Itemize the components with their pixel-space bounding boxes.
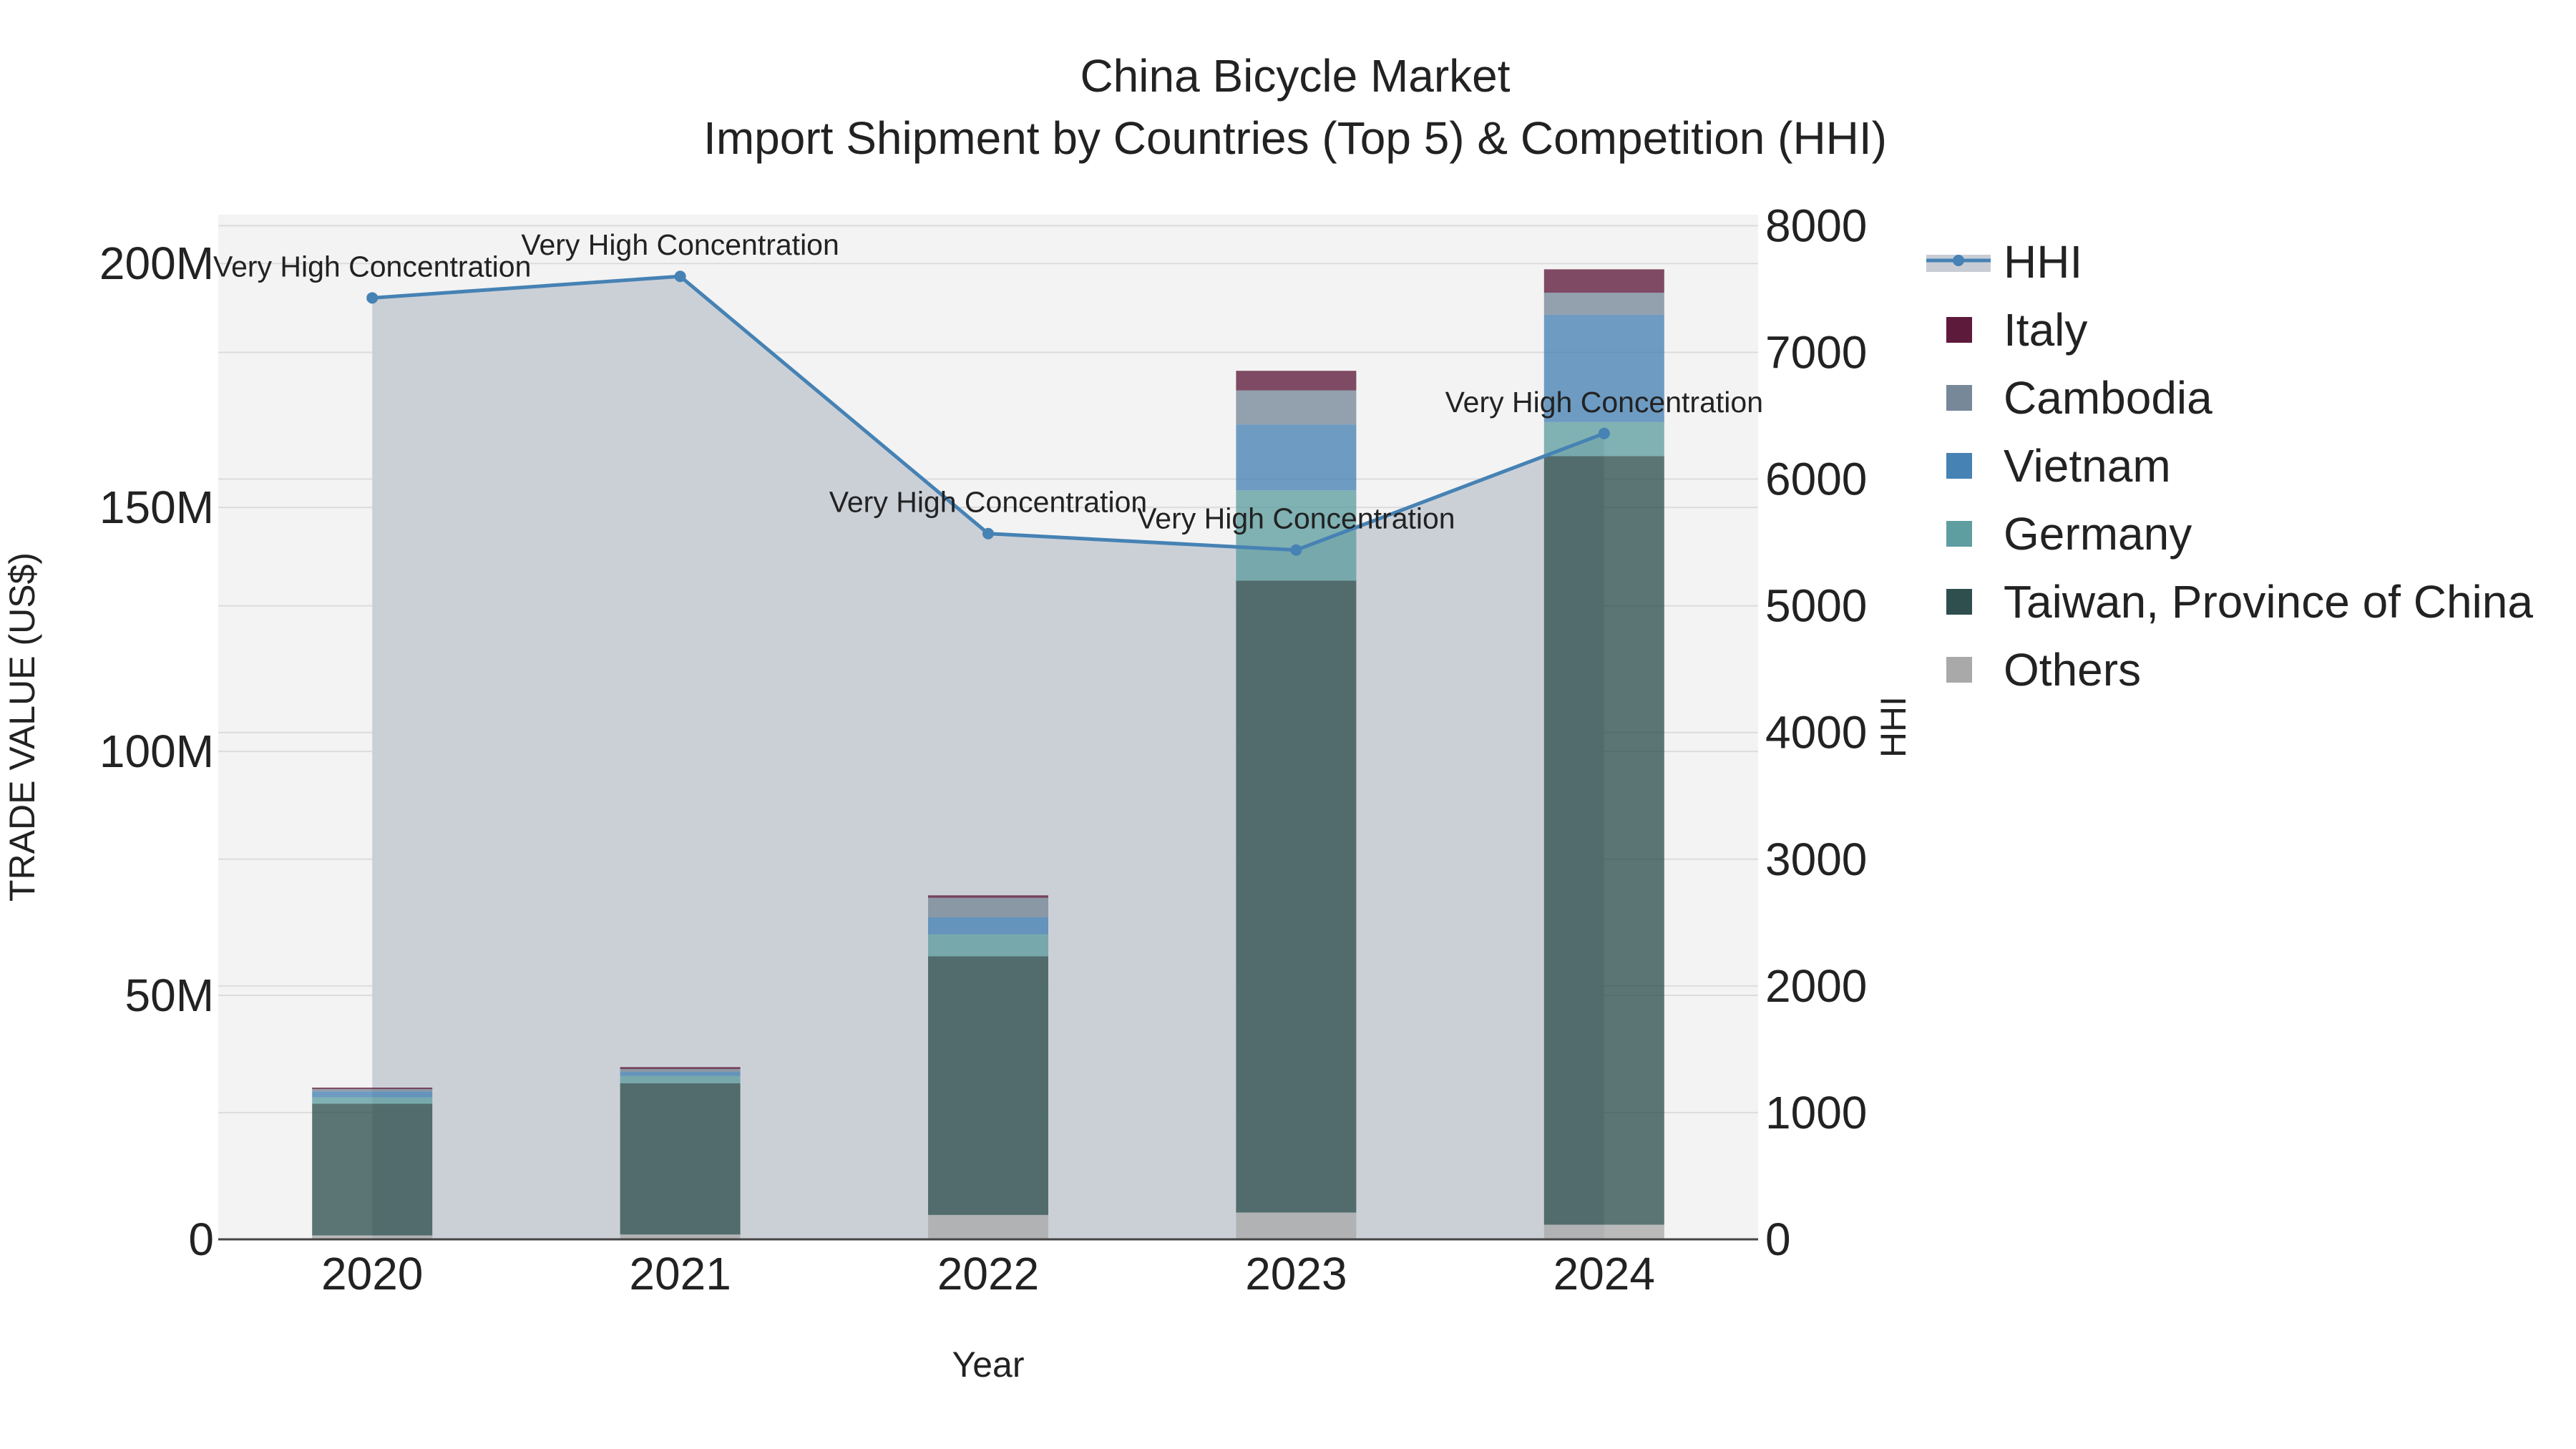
bar-segment — [620, 1083, 741, 1235]
hhi-point — [366, 292, 379, 304]
x-tick-label: 2024 — [1553, 1248, 1655, 1299]
y-tick-label: 0 — [188, 1214, 214, 1265]
y-tick-label: 200M — [99, 238, 214, 289]
legend-swatch — [1946, 453, 1972, 479]
stacked-bars — [312, 269, 1664, 1239]
legend-item[interactable]: Taiwan, Province of China — [1946, 576, 2533, 628]
y-tick-label: 150M — [99, 482, 214, 533]
legend-swatch — [1946, 385, 1972, 411]
hhi-annotation: Very High Concentration — [829, 486, 1147, 519]
legend-label: Italy — [2004, 304, 2087, 356]
legend-swatch — [1946, 317, 1972, 343]
bar-segment — [620, 1069, 741, 1073]
bar-segment — [928, 1214, 1048, 1239]
legend-label: Taiwan, Province of China — [2004, 576, 2533, 628]
bar-segment — [620, 1234, 741, 1239]
x-tick-label: 2022 — [937, 1248, 1039, 1299]
hhi-markers — [366, 270, 1610, 556]
y2-tick-label: 6000 — [1765, 454, 1867, 505]
hhi-point — [1290, 544, 1302, 556]
legend-label: Vietnam — [2004, 440, 2171, 492]
bar-segment — [1543, 456, 1664, 1225]
hhi-point — [674, 270, 686, 283]
y2-tick-label: 1000 — [1765, 1087, 1867, 1138]
legend-label: HHI — [2004, 236, 2082, 288]
x-tick-label: 2020 — [321, 1248, 423, 1299]
hhi-annotation: Very High Concentration — [1445, 386, 1763, 419]
bar-segment — [1543, 1224, 1664, 1239]
y2-tick-label: 8000 — [1765, 200, 1867, 251]
y2-tick-label: 0 — [1765, 1214, 1791, 1265]
bar-segment — [928, 917, 1048, 935]
bar-segment — [928, 897, 1048, 917]
hhi-point — [982, 527, 994, 540]
y2-tick-label: 5000 — [1765, 580, 1867, 632]
bar-segment — [928, 895, 1048, 898]
bar-segment — [620, 1072, 741, 1076]
legend-swatch — [1946, 521, 1972, 547]
x-axis-title: Year — [952, 1345, 1024, 1385]
bar-segment — [312, 1087, 433, 1089]
legend-item[interactable]: Vietnam — [1946, 440, 2171, 492]
legend-item[interactable]: HHI — [1926, 236, 2082, 288]
x-tick-label: 2021 — [629, 1248, 731, 1299]
bar-segment — [1543, 314, 1664, 422]
hhi-point — [1598, 427, 1610, 439]
bar-segment — [1543, 269, 1664, 293]
legend-item[interactable]: Italy — [1946, 304, 2087, 356]
bar-segment — [312, 1091, 433, 1098]
y-axis-ticks: 0 50M 100M 150M 200M — [99, 238, 214, 1265]
y-tick-label: 50M — [125, 970, 215, 1021]
y2-tick-label: 4000 — [1765, 707, 1867, 758]
y2-axis-ticks: 0 1000 2000 3000 4000 5000 6000 7000 8000 — [1765, 200, 1867, 1265]
bar-segment — [1543, 293, 1664, 315]
chart-subtitle: Import Shipment by Countries (Top 5) & C… — [703, 112, 1887, 164]
x-axis-ticks: 2020 2021 2022 2023 2024 — [321, 1248, 1655, 1299]
bar-segment — [312, 1097, 433, 1104]
bar-segment — [1236, 1212, 1357, 1239]
bar-segment — [1236, 371, 1357, 391]
bar-segment — [312, 1235, 433, 1239]
legend-marker — [1953, 255, 1964, 266]
x-tick-label: 2023 — [1245, 1248, 1347, 1299]
bar-segment — [928, 934, 1048, 957]
bar-segment — [312, 1088, 433, 1092]
bar-segment — [620, 1075, 741, 1083]
y2-tick-label: 3000 — [1765, 834, 1867, 885]
bar-segment — [928, 956, 1048, 1215]
bar-segment — [1236, 424, 1357, 491]
legend-swatch — [1946, 657, 1972, 683]
chart-title: China Bicycle Market — [1080, 50, 1510, 102]
hhi-annotation: Very High Concentration — [213, 250, 531, 283]
y2-tick-label: 7000 — [1765, 326, 1867, 378]
bar-segment — [1236, 390, 1357, 425]
hhi-annotation: Very High Concentration — [521, 228, 839, 261]
bar-segment — [312, 1103, 433, 1236]
legend-label: Germany — [2004, 508, 2192, 560]
bar-segment — [620, 1067, 741, 1070]
legend: HHI Italy Cambodia Vietnam Germany Taiwan, Pr… — [1926, 236, 2533, 696]
bar-segment — [1236, 580, 1357, 1213]
legend-item[interactable]: Cambodia — [1946, 372, 2212, 424]
y2-axis-title: HHI — [1873, 696, 1913, 758]
legend-item[interactable]: Others — [1946, 644, 2141, 696]
y2-tick-label: 2000 — [1765, 960, 1867, 1012]
legend-item[interactable]: Germany — [1946, 508, 2192, 560]
y-axis-title: TRADE VALUE (US$) — [2, 552, 42, 902]
legend-swatch — [1946, 589, 1972, 615]
legend-label: Others — [2004, 644, 2141, 696]
hhi-annotation: Very High Concentration — [1137, 502, 1455, 535]
y-tick-label: 100M — [99, 726, 214, 777]
legend-label: Cambodia — [2004, 372, 2212, 424]
